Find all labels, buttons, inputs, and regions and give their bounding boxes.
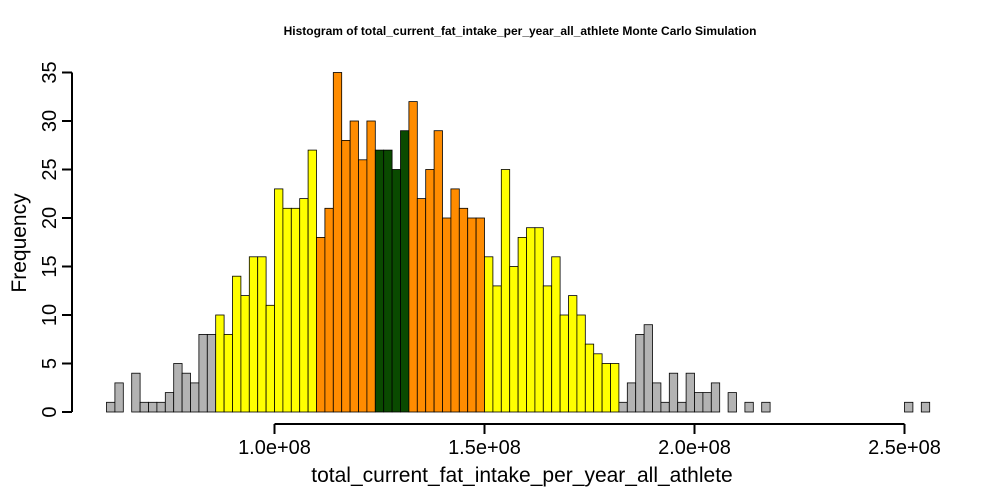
histogram-bar-56 xyxy=(576,314,586,413)
histogram-bar-13 xyxy=(215,314,225,413)
histogram-bar-51 xyxy=(534,227,544,413)
histogram-bar-30 xyxy=(358,159,368,413)
histogram-bar-47 xyxy=(500,169,511,413)
x-tick-label-3: 2.5e+08 xyxy=(868,437,941,459)
histogram-bar-6 xyxy=(156,401,166,413)
histogram-bar-11 xyxy=(198,333,208,413)
x-tick-label-2: 2.0e+08 xyxy=(658,437,731,459)
histogram-bar-60 xyxy=(610,363,620,413)
histogram-bar-8 xyxy=(173,363,183,413)
histogram-bar-34 xyxy=(391,169,401,413)
x-axis: 1.0e+08 1.5e+08 2.0e+08 2.5e+08 xyxy=(238,423,941,459)
histogram-bar-19 xyxy=(265,304,275,413)
histogram-bar-67 xyxy=(668,372,679,413)
histogram-bar-54 xyxy=(559,314,569,413)
histogram-bar-32 xyxy=(374,149,385,413)
histogram-bar-55 xyxy=(568,295,578,413)
histogram-bar-43 xyxy=(467,217,477,413)
histogram-bar-28 xyxy=(341,139,351,413)
histogram-bar-27 xyxy=(332,72,343,413)
histogram-bar-33 xyxy=(383,149,393,413)
histogram-bar-14 xyxy=(223,333,233,413)
histogram-bar-50 xyxy=(526,227,536,413)
y-tick-label-1: 5 xyxy=(39,358,61,369)
histogram-bar-71 xyxy=(702,392,712,413)
histogram-bar-3 xyxy=(131,372,141,413)
y-tick-label-4: 20 xyxy=(39,207,61,229)
histogram-bar-63 xyxy=(635,333,645,413)
histogram-bar-44 xyxy=(475,217,485,413)
histogram-bar-61 xyxy=(618,401,628,413)
y-tick-label-7: 35 xyxy=(39,61,61,83)
histogram-bar-9 xyxy=(181,372,191,413)
histogram-bar-38 xyxy=(425,169,435,413)
histogram-bar-5 xyxy=(148,401,158,413)
histogram-bar-46 xyxy=(492,285,502,413)
histogram-bar-49 xyxy=(517,236,527,413)
y-tick-label-6: 30 xyxy=(39,110,61,132)
histogram-bar-72 xyxy=(710,382,721,413)
histogram-bar-23 xyxy=(299,198,309,413)
histogram-bar-58 xyxy=(593,353,603,413)
histogram-bar-40 xyxy=(442,217,452,413)
histogram-bar-24 xyxy=(307,149,317,413)
chart-title: Histogram of total_current_fat_intake_pe… xyxy=(284,24,757,38)
histogram-bar-31 xyxy=(366,120,376,413)
histogram-bar-74 xyxy=(727,392,737,413)
histogram-bar-42 xyxy=(458,207,469,413)
histogram-bar-52 xyxy=(542,285,553,413)
histogram-bar-45 xyxy=(484,256,494,413)
histogram-bar-39 xyxy=(433,130,443,413)
histogram-bar-17 xyxy=(248,256,259,413)
x-axis-label: total_current_fat_intake_per_year_all_at… xyxy=(311,464,732,487)
histogram-bar-66 xyxy=(660,401,670,413)
histogram-bar-53 xyxy=(551,256,561,413)
histogram-bar-1 xyxy=(114,382,124,413)
y-axis: 0 5 10 15 20 25 30 35 xyxy=(39,61,73,418)
histogram-bar-10 xyxy=(190,382,200,413)
histogram-bar-22 xyxy=(290,207,301,413)
histogram-bar-18 xyxy=(257,256,267,413)
histogram-bar-16 xyxy=(240,295,250,413)
histogram-bar-70 xyxy=(694,392,704,413)
histogram-bar-21 xyxy=(282,207,292,413)
y-axis-label: Frequency xyxy=(8,193,31,293)
y-tick-label-3: 15 xyxy=(39,255,61,277)
histogram-bar-69 xyxy=(685,372,695,413)
histogram-bar-0 xyxy=(106,401,116,413)
histogram-bar-7 xyxy=(164,392,175,413)
histogram-bar-64 xyxy=(643,324,653,413)
histogram-bars xyxy=(106,72,931,413)
histogram-bar-57 xyxy=(584,343,595,413)
x-tick-label-0: 1.0e+08 xyxy=(238,437,311,459)
histogram-bar-29 xyxy=(349,120,359,413)
histogram-bar-95 xyxy=(904,401,914,413)
y-tick-label-2: 10 xyxy=(39,304,61,326)
histogram-bar-78 xyxy=(761,401,771,413)
histogram-bar-15 xyxy=(232,275,242,413)
y-tick-label-5: 25 xyxy=(39,158,61,180)
histogram-bar-35 xyxy=(400,130,410,413)
histogram-bar-62 xyxy=(626,382,637,413)
histogram-bar-68 xyxy=(677,401,687,413)
histogram-bar-20 xyxy=(274,188,284,413)
histogram-bar-26 xyxy=(324,207,334,413)
histogram-bar-36 xyxy=(408,101,418,413)
histogram-bar-4 xyxy=(139,401,149,413)
histogram-bar-97 xyxy=(920,401,931,413)
histogram-bar-41 xyxy=(450,188,460,413)
histogram-bar-76 xyxy=(744,401,754,413)
histogram-bar-48 xyxy=(509,266,519,413)
histogram-bar-25 xyxy=(316,236,326,413)
y-tick-label-0: 0 xyxy=(39,406,61,417)
histogram-bar-37 xyxy=(416,198,427,413)
x-tick-label-1: 1.5e+08 xyxy=(448,437,521,459)
histogram-bar-59 xyxy=(601,363,611,413)
histogram-bar-65 xyxy=(652,382,662,413)
histogram-bar-12 xyxy=(206,333,217,413)
